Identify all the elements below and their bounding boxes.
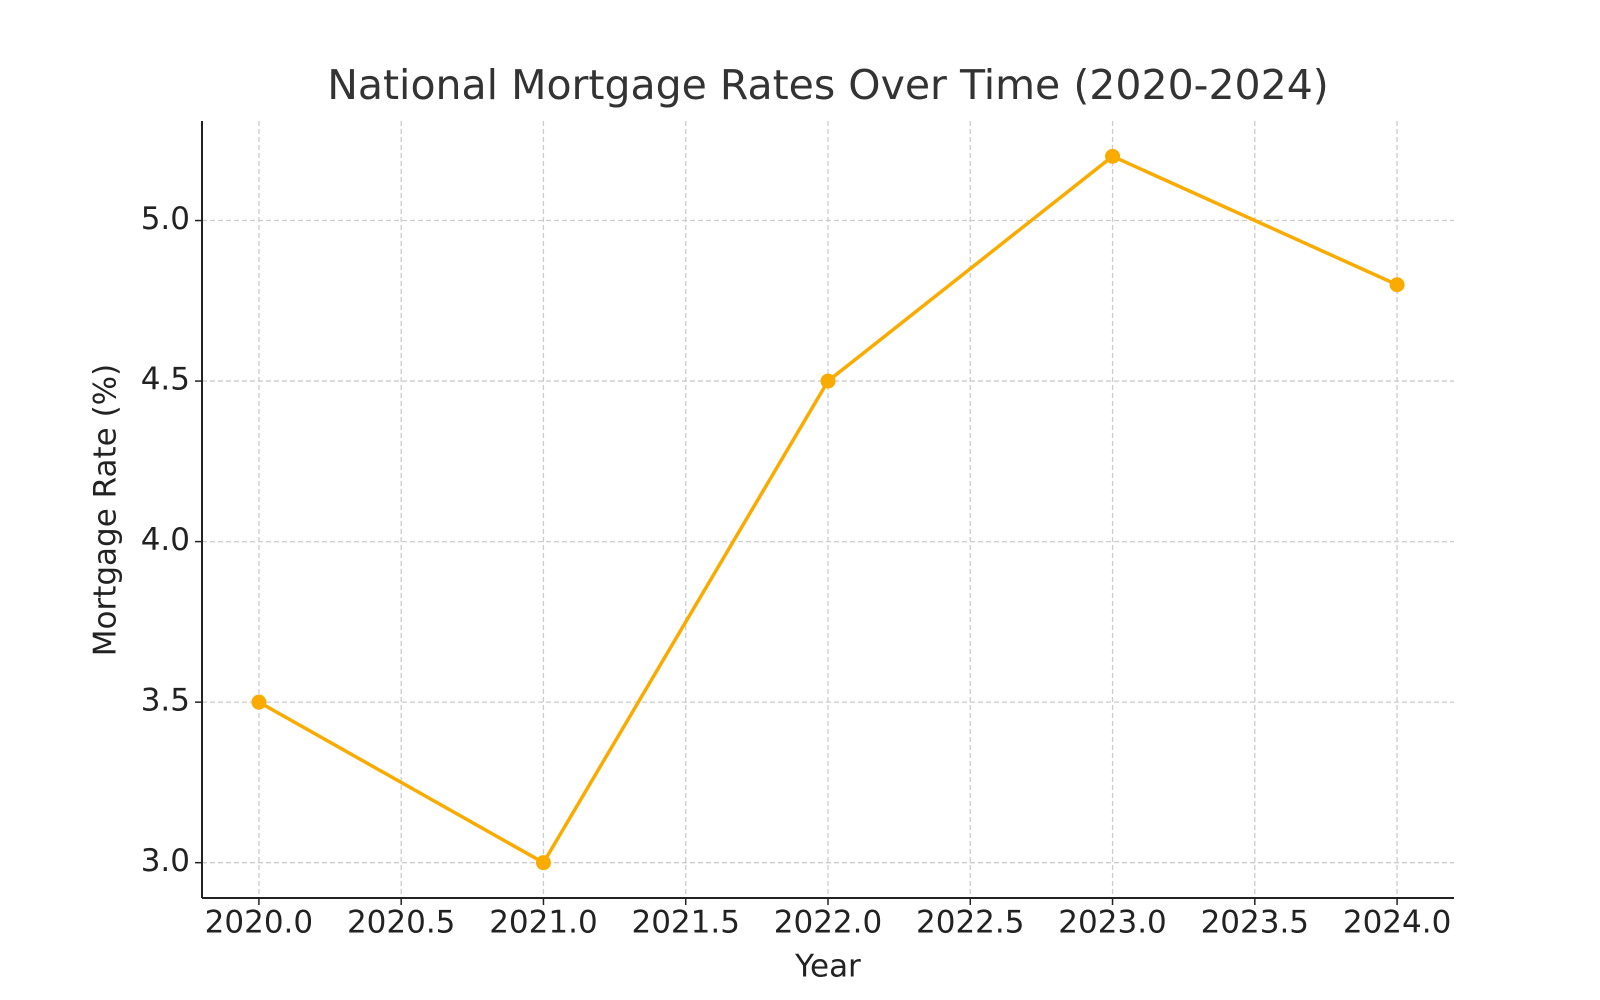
x-tick-label: 2020.0 [205, 905, 313, 941]
chart-title: National Mortgage Rates Over Time (2020-… [327, 61, 1329, 109]
point [1389, 277, 1405, 293]
point [535, 855, 551, 871]
x-tick-label: 2022.5 [916, 905, 1024, 941]
point [820, 373, 836, 389]
x-tick-label: 2022.0 [774, 905, 882, 941]
point [1105, 148, 1121, 164]
y-tick-label: 4.5 [141, 362, 190, 398]
x-tick-label: 2023.0 [1058, 905, 1166, 941]
y-axis-label: Mortgage Rate (%) [88, 364, 124, 656]
y-tick-label: 3.0 [141, 843, 190, 879]
y-tick-label: 4.0 [141, 522, 190, 558]
x-tick-label: 2021.5 [631, 905, 739, 941]
x-tick-label: 2020.5 [347, 905, 455, 941]
x-tick-label: 2021.0 [489, 905, 597, 941]
y-tick-label: 3.5 [141, 683, 190, 719]
point [251, 694, 267, 710]
y-tick-label: 5.0 [141, 201, 190, 237]
x-axis-label: Year [794, 949, 861, 985]
x-tick-label: 2023.5 [1201, 905, 1309, 941]
x-tick-label: 2024.0 [1343, 905, 1451, 941]
